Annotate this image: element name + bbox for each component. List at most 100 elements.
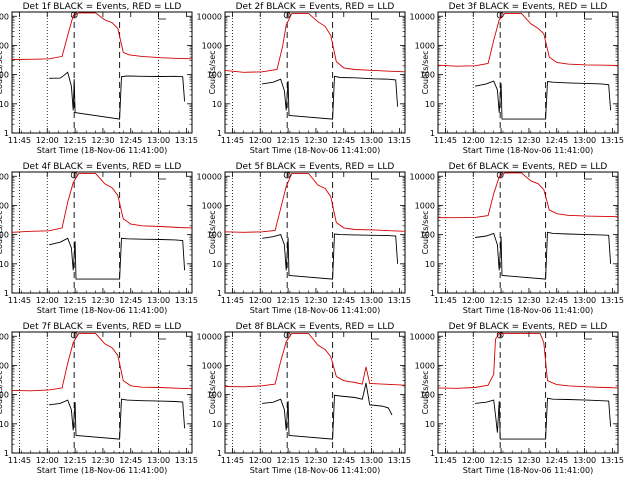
chart-title: Det 7f BLACK = Events, RED = LLD [23, 322, 182, 332]
y-tick-label: 10 [212, 420, 222, 429]
x-axis-label: Start Time (18-Nov-06 11:41:00) [463, 146, 593, 155]
x-tick-label: 11:45 [8, 296, 31, 305]
x-tick-label: 11:45 [434, 456, 457, 465]
y-tick-label: 100 [207, 391, 222, 400]
x-tick-label: 12:15 [490, 296, 513, 305]
y-tick-label: 10 [0, 260, 9, 269]
marker-bracket [584, 172, 593, 180]
events-series-line [48, 237, 186, 280]
plot-frame [11, 331, 193, 454]
chart-panel: Det 7f BLACK = Events, RED = LLD 1 10 100 10… [0, 322, 198, 475]
chart-title: Det 9f BLACK = Events, RED = LLD [449, 322, 608, 332]
y-tick-label: 1 [217, 129, 222, 138]
lld-series-line [437, 12, 619, 67]
chart-panel: Det 6f BLACK = Events, RED = LLD 1 10 100 10… [410, 162, 624, 315]
chart-panel: Det 9f BLACK = Events, RED = LLD 1 10 100 10… [410, 322, 624, 475]
x-tick-label: 12:15 [64, 456, 87, 465]
y-tick-label: 10000 [0, 172, 9, 181]
x-tick-label: 13:15 [601, 296, 624, 305]
y-tick-label: 100 [0, 71, 9, 80]
y-tick-label: 1 [430, 289, 435, 298]
marker-bracket [158, 332, 167, 340]
lld-series-line [11, 172, 193, 233]
y-tick-label: 10000 [410, 172, 435, 181]
plot-frame [437, 171, 619, 294]
x-tick-label: 13:15 [388, 136, 411, 145]
x-tick-label: 12:00 [249, 456, 272, 465]
x-tick-label: 13:00 [147, 296, 170, 305]
x-tick-label: 12:00 [249, 136, 272, 145]
x-axis-label: Start Time (18-Nov-06 11:41:00) [37, 306, 167, 315]
events-series-line [262, 382, 393, 440]
x-tick-label: 12:15 [64, 296, 87, 305]
x-tick-label: 12:45 [545, 136, 568, 145]
x-tick-label: 11:45 [8, 456, 31, 465]
y-axis-label: Counts/sec [0, 370, 4, 414]
x-axis-label: Start Time (18-Nov-06 11:41:00) [250, 466, 380, 475]
x-tick-label: 13:00 [573, 456, 596, 465]
y-tick-label: 1000 [415, 41, 435, 50]
plot-frame [224, 171, 406, 294]
y-tick-label: 1 [430, 129, 435, 138]
x-tick-label: 13:15 [388, 296, 411, 305]
x-tick-label: 11:45 [221, 136, 244, 145]
lld-series-line [438, 172, 619, 219]
y-tick-label: 100 [420, 71, 435, 80]
marker-bracket [158, 172, 167, 180]
y-tick-label: 10000 [0, 12, 9, 21]
y-tick-label: 1 [4, 289, 9, 298]
y-tick-label: 1 [217, 289, 222, 298]
y-axis-label: Counts/sec [208, 50, 217, 94]
plot-frame [437, 11, 619, 134]
y-tick-label: 1000 [202, 361, 222, 370]
marker-circle [283, 171, 291, 179]
chart-title: Det 1f BLACK = Events, RED = LLD [23, 2, 182, 12]
lld-series-line [437, 332, 619, 389]
marker-circle [496, 331, 504, 339]
y-tick-label: 1 [4, 449, 9, 458]
x-tick-label: 12:30 [91, 136, 114, 145]
x-tick-label: 13:15 [601, 136, 624, 145]
x-tick-label: 12:30 [517, 136, 540, 145]
chart-panel: Det 2f BLACK = Events, RED = LLD 1 10 100 10… [197, 2, 411, 155]
x-tick-label: 12:00 [462, 296, 485, 305]
plot-frame [11, 171, 193, 294]
events-series-line [262, 233, 399, 280]
x-tick-label: 12:30 [304, 296, 327, 305]
x-tick-label: 12:15 [277, 456, 300, 465]
events-series-line [262, 75, 399, 120]
x-tick-label: 13:15 [175, 456, 198, 465]
x-tick-label: 12:45 [545, 296, 568, 305]
x-tick-label: 13:00 [360, 456, 383, 465]
y-tick-label: 10000 [0, 332, 9, 341]
marker-bracket [584, 12, 593, 20]
chart-title: Det 8f BLACK = Events, RED = LLD [236, 322, 395, 332]
x-tick-label: 12:45 [332, 296, 355, 305]
y-tick-label: 1000 [202, 201, 222, 210]
marker-bracket [158, 12, 167, 20]
x-tick-label: 12:15 [277, 296, 300, 305]
chart-panel: Det 3f BLACK = Events, RED = LLD 1 10 100 10… [410, 2, 624, 155]
y-tick-label: 1000 [0, 201, 9, 210]
y-tick-label: 10 [212, 260, 222, 269]
x-axis-label: Start Time (18-Nov-06 11:41:00) [250, 306, 380, 315]
chart-panel: Det 1f BLACK = Events, RED = LLD 1 10 100 10… [0, 2, 198, 155]
x-tick-label: 13:15 [175, 296, 198, 305]
x-tick-label: 12:15 [490, 136, 513, 145]
marker-circle [496, 171, 504, 179]
events-series-line [49, 71, 186, 120]
y-tick-label: 10 [425, 100, 435, 109]
marker-bracket [584, 332, 593, 340]
x-tick-label: 12:15 [277, 136, 300, 145]
x-tick-label: 12:45 [119, 296, 142, 305]
x-tick-label: 13:00 [360, 136, 383, 145]
y-tick-label: 100 [0, 231, 9, 240]
chart-title: Det 4f BLACK = Events, RED = LLD [23, 162, 182, 172]
y-tick-label: 100 [207, 231, 222, 240]
chart-title: Det 2f BLACK = Events, RED = LLD [236, 2, 395, 12]
marker-bracket [371, 172, 380, 180]
y-axis-label: Counts/sec [421, 210, 430, 254]
x-tick-label: 11:45 [221, 296, 244, 305]
y-tick-label: 10000 [197, 12, 222, 21]
